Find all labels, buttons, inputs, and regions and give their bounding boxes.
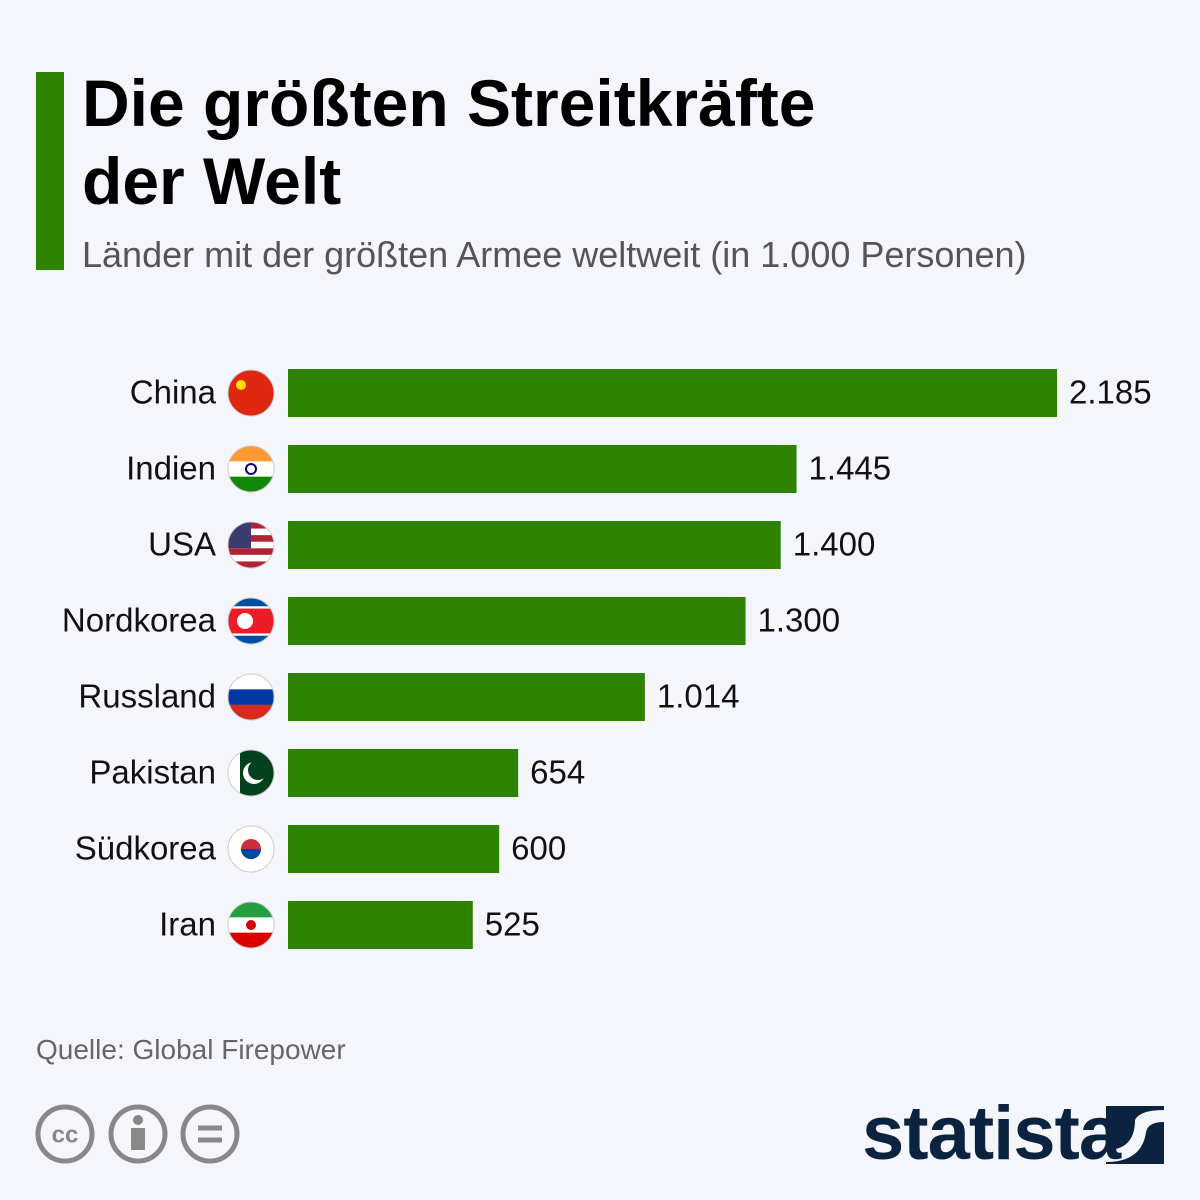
category-label: Russland	[78, 678, 216, 715]
flag-border	[227, 597, 275, 645]
value-label: 1.300	[758, 602, 841, 639]
bar	[288, 673, 645, 721]
bar	[288, 521, 781, 569]
flag-stripe	[228, 674, 274, 690]
category-label: Pakistan	[89, 754, 216, 791]
flag-stripe	[228, 561, 274, 568]
value-label: 525	[485, 906, 540, 943]
brand: statista	[862, 1091, 1121, 1176]
category-label: USA	[148, 526, 216, 563]
flag-border	[227, 445, 275, 493]
license-icons: cc	[35, 1104, 240, 1164]
flag-star	[236, 380, 246, 390]
flag-stripe	[228, 635, 274, 644]
value-label: 1.445	[809, 450, 892, 487]
flag-stripe	[228, 902, 274, 918]
category-label: Indien	[126, 450, 216, 487]
flag-disc	[237, 613, 253, 629]
flag-stripe	[228, 633, 274, 637]
category-label: Iran	[159, 906, 216, 943]
flag-wheel	[245, 463, 257, 475]
flag	[228, 826, 274, 872]
value-label: 654	[530, 754, 585, 791]
category-label: Nordkorea	[62, 602, 217, 639]
value-label: 600	[511, 830, 566, 867]
flag	[228, 674, 274, 720]
flag-border	[227, 369, 275, 417]
flag	[228, 902, 274, 948]
flag-border	[227, 673, 275, 721]
flag-emblem	[246, 920, 256, 930]
bar	[288, 825, 500, 873]
flag-border	[227, 521, 275, 569]
flag-moon-cut	[248, 760, 268, 780]
chart-subtitle: Länder mit der größten Armee weltweit (i…	[82, 234, 1027, 275]
bar	[288, 749, 519, 797]
flag-stripe	[228, 598, 274, 607]
category-label: China	[130, 374, 217, 411]
flag-border	[227, 749, 275, 797]
flag	[228, 598, 274, 644]
flag-stripe	[228, 689, 274, 706]
flag-stripe	[228, 476, 274, 492]
bar	[288, 901, 473, 949]
chart-title: Die größten Streitkräfte der Welt	[82, 66, 816, 218]
flag-stripe	[228, 461, 274, 478]
flag-stripe	[228, 932, 274, 948]
svg-text:cc: cc	[52, 1121, 79, 1148]
flag-stripe	[228, 548, 274, 556]
flag-border	[227, 901, 275, 949]
flag-stripe	[228, 704, 274, 720]
flag-stripe	[228, 606, 274, 610]
flag-border	[227, 825, 275, 873]
category-label: Südkorea	[75, 830, 217, 867]
bar	[288, 445, 797, 493]
flag	[228, 446, 274, 492]
bar	[288, 369, 1057, 417]
flag-stripe	[228, 554, 274, 562]
flag-stripe	[228, 370, 274, 416]
flag-stripe	[228, 446, 274, 462]
flag	[228, 370, 274, 416]
bar	[288, 597, 746, 645]
brand-logo	[1106, 1106, 1164, 1164]
value-label: 1.400	[793, 526, 876, 563]
flag-taeguk-blue	[241, 849, 261, 859]
value-label: 1.014	[657, 678, 740, 715]
accent-bar	[36, 72, 64, 270]
source: Quelle: Global Firepower	[36, 1034, 346, 1065]
value-label: 2.185	[1069, 374, 1152, 411]
flag-canton	[228, 522, 251, 549]
